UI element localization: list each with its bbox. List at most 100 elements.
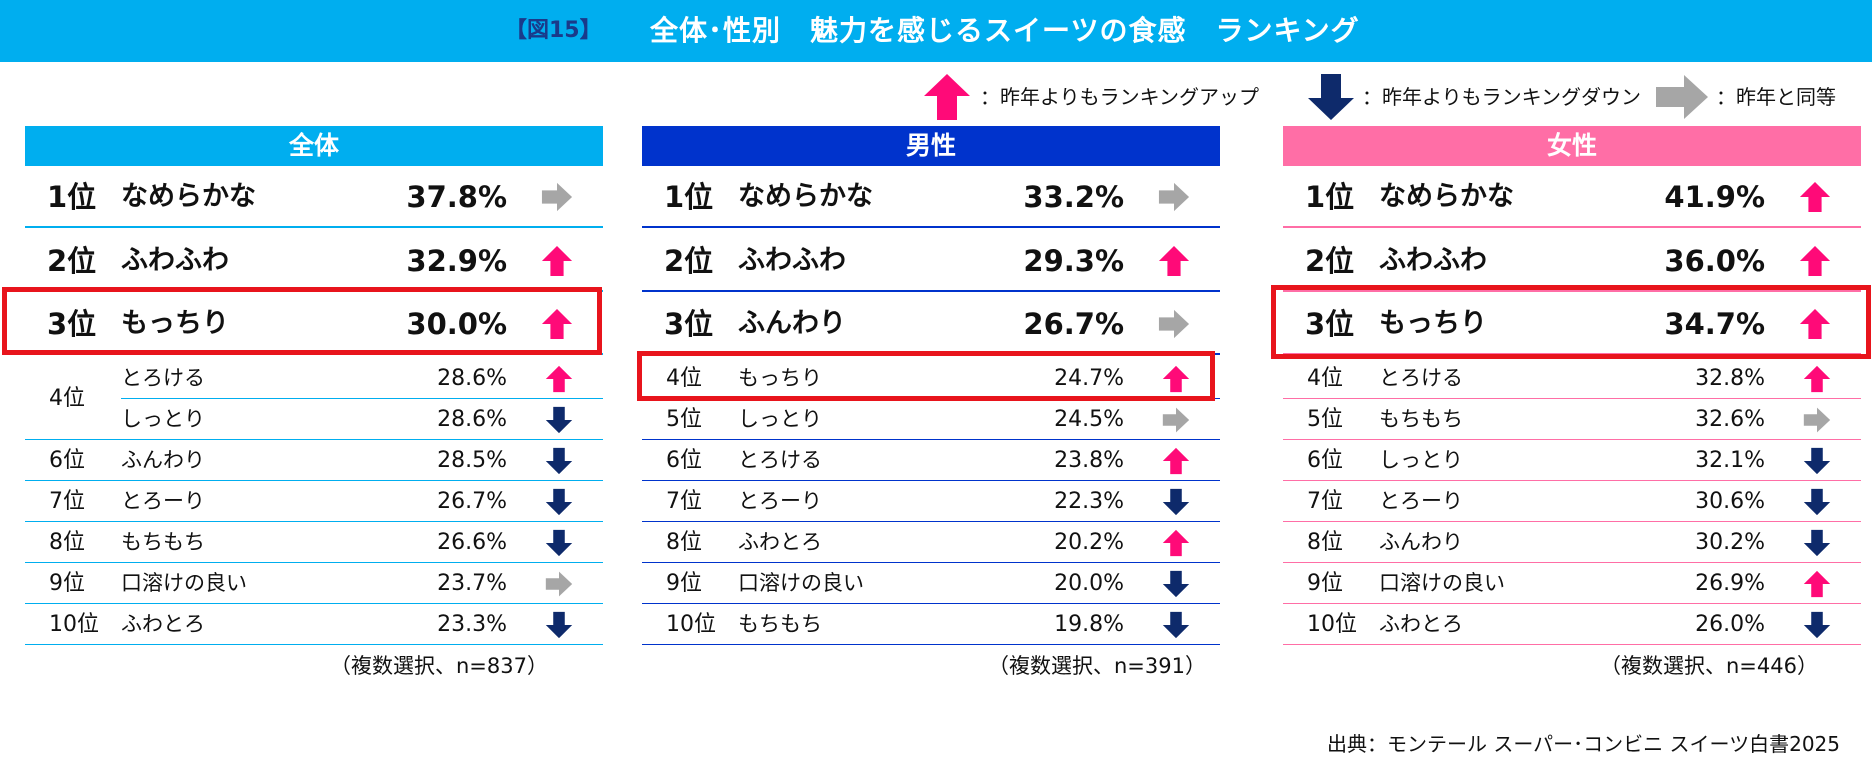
table-row: 8位 ふんわり 30.2% (1283, 522, 1861, 563)
texture-label: しっとり (738, 407, 822, 431)
row-divider (25, 480, 603, 481)
percent-value: 30.6% (1695, 489, 1765, 514)
trend-up-arrow-icon (1799, 245, 1831, 277)
row-divider (1283, 521, 1861, 522)
table-row: 4位 とろける 28.6% (25, 358, 603, 411)
ranking-table-female: 女性 1位 なめらかな 41.9% 2位 ふわふわ 36.0% 3位 もっちり 34.7% 4位と… (1283, 126, 1861, 645)
trend-down-arrow-icon (545, 447, 573, 474)
texture-label: もっちり (738, 366, 822, 390)
texture-label: とろける (1379, 366, 1463, 390)
table-row: 10位 ふわとろ 23.3% (25, 604, 603, 645)
texture-label: しっとり (1379, 448, 1463, 472)
table-row: 7位 とろーり 30.6% (1283, 481, 1861, 522)
row-divider (642, 439, 1220, 440)
source-credit: 出典：モンテール スーパー･コンビニ スイーツ白書2025 (1326, 732, 1840, 756)
texture-label: とろーり (1379, 489, 1463, 513)
trend-up-arrow-icon (1803, 570, 1831, 597)
rank-label: 8位 (666, 530, 702, 555)
table-row: 6位 とろける 23.8% (642, 440, 1220, 481)
row-divider (642, 290, 1220, 292)
trend-up-arrow-icon (541, 308, 573, 340)
percent-value: 24.5% (1054, 407, 1124, 432)
percent-value: 32.8% (1695, 366, 1765, 391)
texture-label: なめらかな (121, 181, 256, 212)
table-row: 1位 なめらかな 33.2% (642, 166, 1220, 228)
percent-value: 26.0% (1695, 612, 1765, 637)
table-row: 5位 しっとり 24.5% (642, 399, 1220, 440)
trend-down-arrow-icon (1803, 611, 1831, 638)
trend-same-arrow-icon (1803, 407, 1831, 432)
texture-label: とろーり (738, 489, 822, 513)
trend-down-arrow-icon (1803, 447, 1831, 474)
percent-value: 30.0% (406, 307, 507, 341)
rank-label: 5位 (1307, 407, 1343, 432)
row-divider (642, 521, 1220, 522)
trend-up-arrow-icon (1158, 245, 1190, 277)
legend-up-arrow-icon (924, 74, 970, 120)
trend-same-arrow-icon (1162, 407, 1190, 432)
rank-label: 7位 (1307, 489, 1343, 514)
percent-value: 24.7% (1054, 366, 1124, 391)
texture-label: とろける (738, 448, 822, 472)
rank-label: 3位 (664, 307, 714, 341)
trend-down-arrow-icon (545, 611, 573, 638)
ranking-table-male: 男性 1位 なめらかな 33.2% 2位 ふわふわ 29.3% 3位 ふんわり 26.7% 4位も… (642, 126, 1220, 645)
rank-label: 4位 (666, 366, 702, 391)
percent-value: 41.9% (1664, 180, 1765, 214)
table-row: 6位 しっとり 32.1% (1283, 440, 1861, 481)
percent-value: 20.0% (1054, 571, 1124, 596)
percent-value: 29.3% (1023, 244, 1124, 278)
texture-label: ふわふわ (121, 245, 229, 276)
percent-value: 36.0% (1664, 244, 1765, 278)
row-divider (25, 439, 603, 440)
rank-label: 9位 (49, 571, 85, 596)
texture-label: もっちり (1379, 308, 1487, 339)
trend-same-arrow-icon (1158, 309, 1190, 339)
rank-label: 6位 (666, 448, 702, 473)
percent-value: 23.3% (437, 612, 507, 637)
row-divider (25, 521, 603, 522)
rank-label: 6位 (49, 448, 85, 473)
texture-label: ふんわり (738, 308, 846, 339)
rank-label: 2位 (664, 244, 714, 278)
texture-label: もちもち (1379, 407, 1463, 431)
table-row: 3位 ふんわり 26.7% (642, 293, 1220, 355)
row-divider (1283, 290, 1861, 292)
trend-up-arrow-icon (1162, 529, 1190, 556)
row-divider (1283, 398, 1861, 399)
rank-label: 9位 (1307, 571, 1343, 596)
legend: ：昨年よりもランキングアップ ：昨年よりもランキングダウン ：昨年と同等 (0, 72, 1872, 122)
legend-same-arrow-icon (1656, 75, 1708, 119)
trend-up-arrow-icon (545, 365, 573, 392)
row-divider (1283, 562, 1861, 563)
percent-value: 23.7% (437, 571, 507, 596)
table-row: 1位 なめらかな 41.9% (1283, 166, 1861, 228)
texture-label: ふわふわ (1379, 245, 1487, 276)
percent-value: 26.7% (1023, 307, 1124, 341)
texture-label: 口溶けの良い (738, 571, 864, 595)
percent-value: 34.7% (1664, 307, 1765, 341)
legend-up-label: ：昨年よりもランキングアップ (980, 85, 1259, 109)
percent-value: 32.9% (406, 244, 507, 278)
rank-label: 10位 (49, 612, 99, 637)
percent-value: 19.8% (1054, 612, 1124, 637)
row-divider (642, 480, 1220, 481)
rank-label: 1位 (47, 180, 97, 214)
table-row: 8位 ふわとろ 20.2% (642, 522, 1220, 563)
table-row: 4位 とろける 32.8% (1283, 358, 1861, 399)
row-divider (642, 226, 1220, 228)
rank-label: 2位 (1305, 244, 1355, 278)
trend-down-arrow-icon (1162, 611, 1190, 638)
table-row: 5位 もちもち 32.6% (1283, 399, 1861, 440)
rank-label: 5位 (666, 407, 702, 432)
table-row: 9位 口溶けの良い 26.9% (1283, 563, 1861, 604)
texture-label: しっとり (121, 407, 205, 431)
percent-value: 33.2% (1023, 180, 1124, 214)
highlight-box-male-4th (637, 351, 1215, 401)
trend-same-arrow-icon (545, 571, 573, 596)
sample-note-female: （複数選択、n=446） (1600, 654, 1818, 678)
percent-value: 26.6% (437, 530, 507, 555)
rank-label: 6位 (1307, 448, 1343, 473)
table-row: 1位 なめらかな 37.8% (25, 166, 603, 228)
texture-label: なめらかな (1379, 181, 1514, 212)
